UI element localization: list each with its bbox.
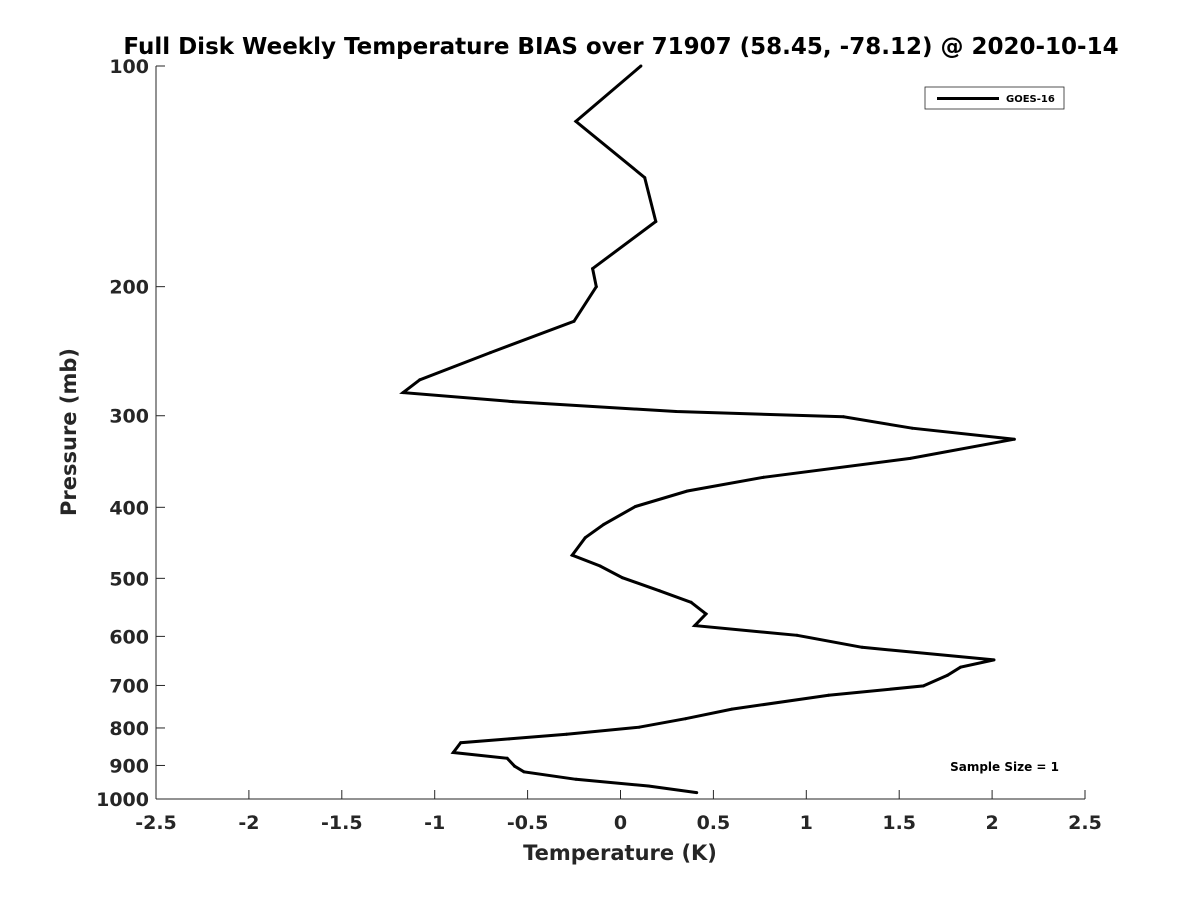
data-point — [827, 693, 831, 697]
data-point — [459, 741, 463, 745]
data-point — [451, 751, 455, 754]
data-point — [574, 777, 578, 781]
y-tick-label: 600 — [109, 626, 149, 648]
data-point — [570, 553, 574, 557]
data-point — [574, 119, 578, 123]
data-point — [992, 658, 996, 662]
y-tick-label: 300 — [109, 406, 149, 428]
x-tick-label: 2 — [985, 812, 998, 834]
chart-title: Full Disk Weekly Temperature BIAS over 7… — [123, 34, 1118, 60]
y-tick-label: 700 — [109, 675, 149, 697]
data-point — [646, 784, 650, 788]
series-layer — [399, 64, 1016, 795]
data-point — [654, 220, 658, 223]
data-point — [689, 600, 693, 604]
data-point — [860, 645, 864, 649]
y-tick-label: 100 — [109, 56, 149, 78]
x-tick-label: -1 — [424, 812, 445, 834]
y-tick-label: 900 — [109, 755, 149, 777]
sample-size-annotation: Sample Size = 1 — [950, 760, 1059, 774]
data-point — [488, 351, 492, 355]
data-point — [602, 522, 606, 526]
data-point — [639, 64, 643, 68]
data-point — [598, 564, 602, 568]
x-tick-label: -1.5 — [321, 812, 363, 834]
data-point — [693, 624, 697, 628]
y-tick-label: 200 — [109, 277, 149, 299]
data-point — [572, 319, 576, 323]
data-point — [730, 707, 734, 711]
legend-label-goes-16: GOES-16 — [1006, 94, 1055, 105]
data-point — [908, 456, 912, 460]
x-tick-label: 1.5 — [882, 812, 916, 834]
series-line-goes-16 — [399, 64, 1015, 795]
data-point — [401, 391, 405, 395]
data-point — [684, 717, 687, 721]
data-point — [1012, 437, 1016, 441]
y-axis-label: Pressure (mb) — [57, 348, 81, 516]
legend: GOES-16 — [924, 86, 1065, 110]
x-tick-label: 0 — [614, 812, 627, 834]
data-point — [522, 770, 526, 774]
x-tick-label: -0.5 — [507, 812, 549, 834]
data-point — [594, 285, 598, 289]
data-point — [842, 415, 845, 419]
x-tick-label: 1 — [800, 812, 813, 834]
data-point — [583, 536, 587, 540]
data-point — [762, 475, 766, 479]
data-point — [643, 176, 647, 180]
y-tick-label: 1000 — [96, 789, 149, 811]
data-point — [511, 400, 515, 404]
x-tick-label: -2 — [238, 812, 259, 834]
data-point — [946, 673, 949, 677]
y-ticks: 100 200 300 400 500 600 700 800 900 1000 — [96, 56, 165, 811]
data-point — [685, 489, 689, 493]
data-point — [910, 426, 914, 430]
x-ticks: -2.5 -2 -1.5 -1 -0.5 0 0.5 1 1.5 2 2.5 — [135, 790, 1102, 834]
data-point — [565, 732, 569, 736]
y-tick-label: 400 — [109, 497, 149, 519]
data-point — [658, 589, 661, 593]
x-tick-label: -2.5 — [135, 812, 177, 834]
data-point — [921, 684, 925, 688]
x-tick-label: 2.5 — [1068, 812, 1102, 834]
data-point — [695, 791, 699, 795]
data-point — [591, 267, 595, 271]
data-point — [507, 737, 511, 741]
data-point — [795, 633, 799, 637]
data-point — [704, 612, 708, 616]
data-point — [959, 665, 962, 669]
data-point — [418, 378, 422, 382]
y-tick-label: 500 — [109, 568, 149, 590]
data-point — [633, 505, 637, 508]
data-point — [620, 576, 624, 580]
data-point — [505, 756, 509, 760]
x-axis-label: Temperature (K) — [523, 841, 717, 865]
y-tick-label: 800 — [109, 718, 149, 740]
data-point — [513, 764, 517, 768]
data-point — [674, 410, 678, 413]
x-tick-label: 0.5 — [697, 812, 731, 834]
data-point — [637, 725, 641, 729]
